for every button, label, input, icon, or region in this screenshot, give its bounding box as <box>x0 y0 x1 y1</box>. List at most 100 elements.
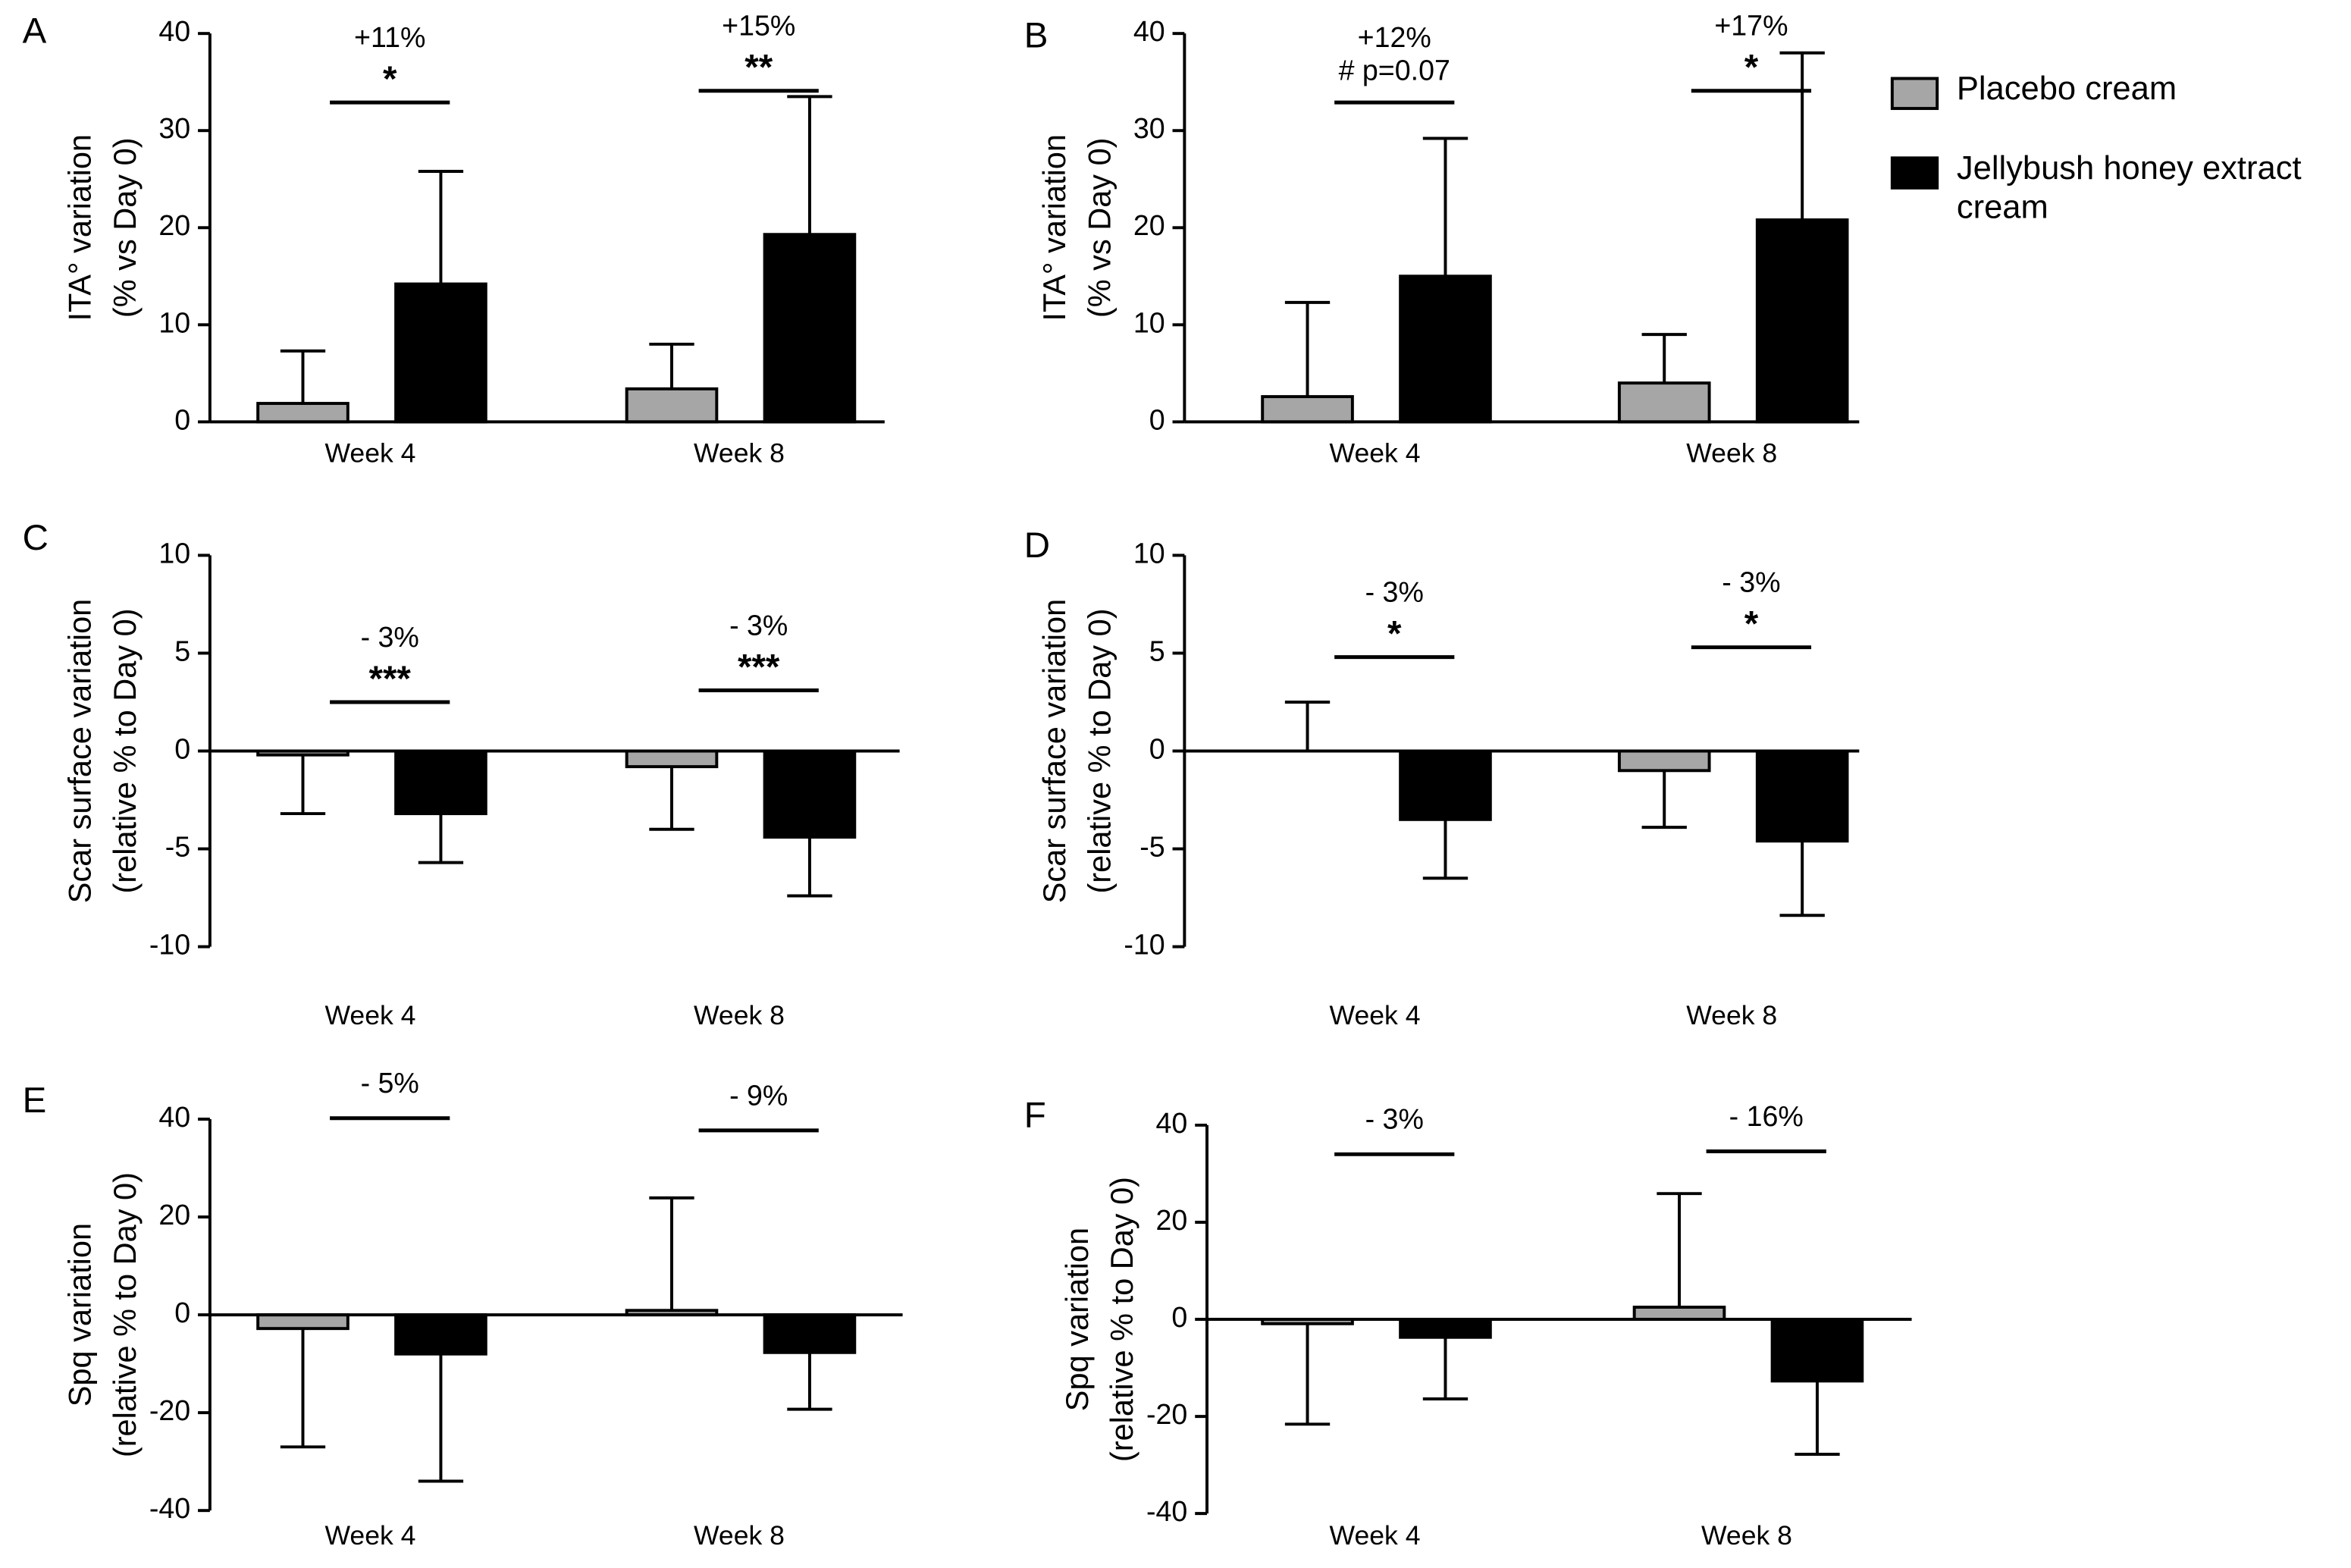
x-tick-label: Week 8 <box>1701 1520 1792 1551</box>
percent-change: - 5% <box>361 1067 419 1099</box>
y-tick-label: 5 <box>1149 635 1165 666</box>
error-bar <box>649 342 694 389</box>
y-tick-label: -10 <box>1124 929 1165 961</box>
percent-change: - 3% <box>1722 566 1780 598</box>
y-tick-label: 40 <box>1156 1107 1188 1139</box>
error-bar <box>1422 1337 1469 1401</box>
significance-stars: *** <box>738 647 780 687</box>
percent-change: - 3% <box>729 609 788 641</box>
percent-change: - 16% <box>1729 1100 1804 1132</box>
y-axis-label: (% vs Day 0) <box>107 137 143 318</box>
bar <box>394 282 487 424</box>
x-tick-label: Week 8 <box>694 1000 785 1030</box>
bar <box>625 749 719 769</box>
legend-entry: Placebo cream <box>1956 69 2177 108</box>
percent-change: +12% <box>1358 21 1431 53</box>
y-tick-label: 40 <box>1133 15 1165 47</box>
bar <box>1399 274 1492 424</box>
y-tick-label: 30 <box>158 112 190 144</box>
bar <box>394 749 487 816</box>
y-tick-label: 40 <box>158 15 190 47</box>
y-tick-label: -5 <box>1139 830 1165 862</box>
bar <box>256 402 350 424</box>
y-tick-label: 10 <box>158 306 190 338</box>
percent-change: - 3% <box>1365 1103 1424 1135</box>
y-tick-label: 0 <box>1171 1301 1187 1333</box>
error-bar <box>787 1352 832 1411</box>
y-axis-label: (relative % to Day 0) <box>107 1172 143 1457</box>
error-bar <box>418 170 464 284</box>
error-bar <box>1657 1192 1702 1308</box>
bar <box>625 387 719 424</box>
significance-stars: * <box>1744 48 1759 88</box>
error-bar <box>1795 1381 1840 1457</box>
legend-swatch <box>1890 77 1939 111</box>
y-axis-label: ITA° variation <box>1036 134 1072 321</box>
significance-stars: *** <box>368 659 411 699</box>
x-tick-label: Week 4 <box>1330 1000 1421 1030</box>
y-axis-label: Spq variation <box>62 1223 98 1406</box>
bar <box>763 233 857 424</box>
x-tick-label: Week 4 <box>324 1520 415 1551</box>
y-tick-label: 20 <box>1133 209 1165 241</box>
error-bar <box>649 1196 694 1311</box>
significance-stars: * <box>1387 613 1402 654</box>
y-tick-label: 30 <box>1133 112 1165 144</box>
x-tick-label: Week 8 <box>1686 1000 1777 1030</box>
y-tick-label: 0 <box>1149 732 1165 764</box>
significance-stars: * <box>383 59 397 99</box>
y-tick-label: -40 <box>1146 1495 1187 1527</box>
y-tick-label: -20 <box>149 1394 190 1426</box>
y-tick-label: 10 <box>1133 537 1165 569</box>
x-tick-label: Week 8 <box>694 437 785 468</box>
panel-letter: D <box>1024 525 1050 566</box>
percent-change: - 9% <box>729 1079 788 1111</box>
y-tick-label: -5 <box>165 830 190 862</box>
error-bar <box>1284 1323 1331 1426</box>
error-bar <box>418 814 464 864</box>
error-bar <box>1641 770 1687 829</box>
error-bar <box>280 349 326 404</box>
panel-letter: A <box>23 11 47 52</box>
legend-label: Jellybush honey extract cream <box>1956 149 2302 226</box>
y-tick-label: -20 <box>1146 1398 1187 1430</box>
error-bar <box>280 754 326 816</box>
x-tick-label: Week 8 <box>694 1520 785 1551</box>
y-tick-label: 5 <box>174 635 190 666</box>
error-bar <box>280 1328 326 1449</box>
panel-letter: F <box>1024 1096 1046 1136</box>
bar <box>256 1313 350 1331</box>
bar <box>1755 218 1849 424</box>
x-tick-label: Week 4 <box>1330 437 1421 468</box>
bar <box>1632 1306 1726 1322</box>
y-tick-label: 20 <box>158 209 190 241</box>
error-bar <box>1422 819 1469 880</box>
y-tick-label: 0 <box>174 403 190 435</box>
bar <box>1617 381 1711 424</box>
y-tick-label: 40 <box>158 1101 190 1133</box>
y-tick-label: 20 <box>1156 1204 1188 1236</box>
error-bar <box>1779 51 1825 221</box>
percent-change: - 3% <box>1365 575 1424 607</box>
y-tick-label: 0 <box>174 732 190 764</box>
bar <box>1617 749 1711 773</box>
error-bar <box>1779 841 1825 917</box>
legend-label: Placebo cream <box>1956 69 2177 108</box>
y-axis-label: Spq variation <box>1059 1228 1095 1411</box>
panel-letter: C <box>23 518 49 558</box>
y-tick-label: -40 <box>149 1492 190 1524</box>
bar <box>394 1313 487 1356</box>
bar <box>1399 749 1492 821</box>
y-axis-label: (relative % to Day 0) <box>1104 1177 1139 1462</box>
percent-change: - 3% <box>361 621 419 653</box>
panel-letter: B <box>1024 16 1049 56</box>
legend-swatch <box>1890 156 1939 190</box>
significance-stars: * <box>1744 604 1759 644</box>
error-bar <box>1284 300 1331 397</box>
panel-letter: E <box>23 1080 47 1121</box>
p-value-note: # p=0.07 <box>1339 54 1450 86</box>
y-tick-label: -10 <box>149 929 190 961</box>
y-axis-label: (relative % to Day 0) <box>1082 608 1118 893</box>
